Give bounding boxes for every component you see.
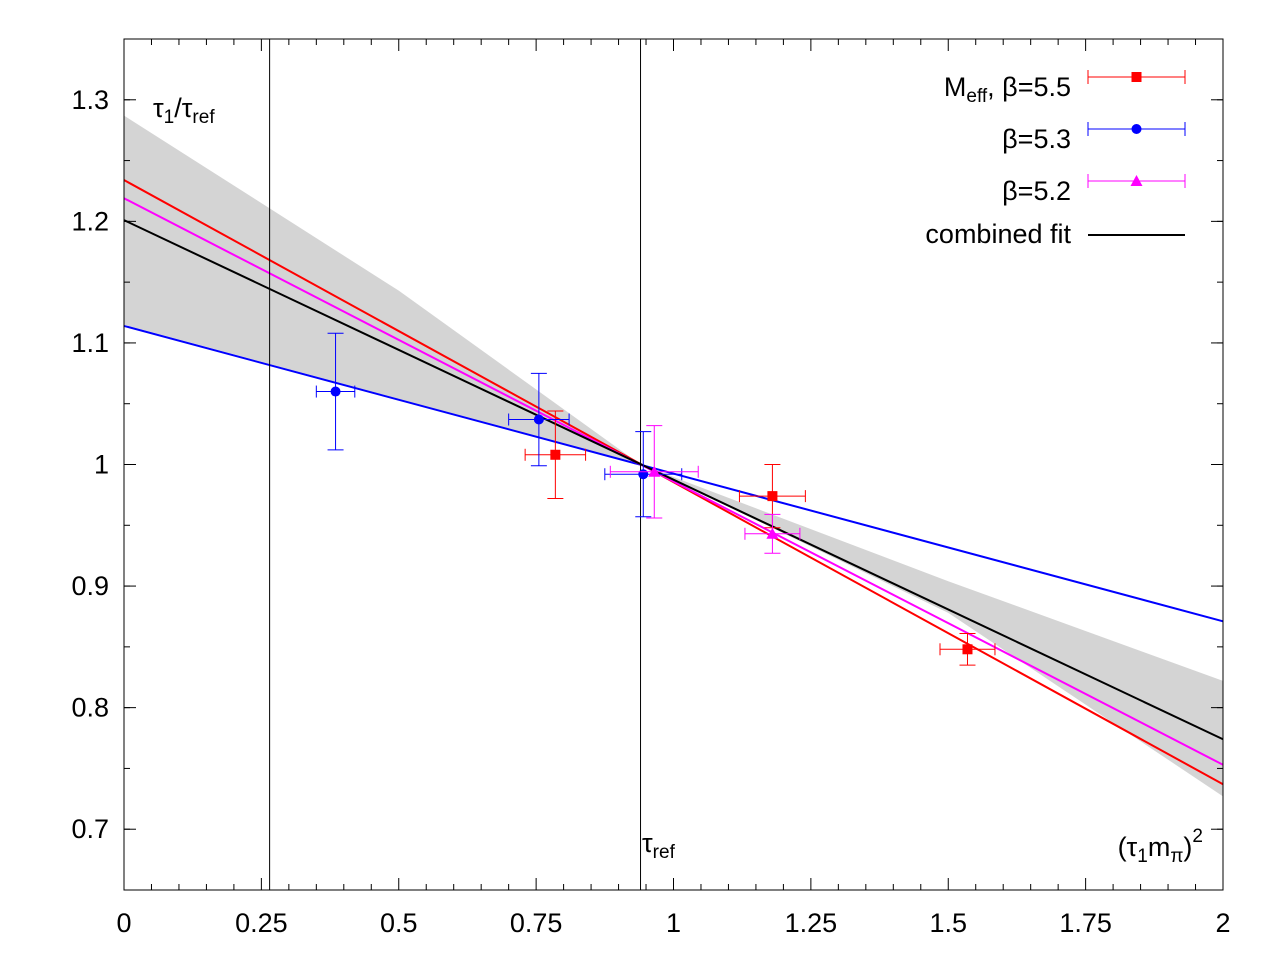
legend-label-combined-fit: combined fit (925, 219, 1071, 249)
point-marker (533, 414, 544, 425)
legend-sample-marker-1 (1131, 124, 1142, 134)
reference-lines-layer (269, 39, 642, 890)
y-tick-label: 1 (94, 450, 109, 480)
y-tick-label: 0.7 (71, 814, 109, 844)
legend-sample-marker-2 (1130, 175, 1143, 186)
point-marker (638, 469, 649, 480)
data-point-1-0 (315, 332, 356, 451)
y-tick-label: 0.9 (71, 571, 109, 601)
legend-samples (1087, 70, 1186, 236)
x-tick-label: 0.75 (510, 908, 563, 938)
y-tick-label: 1.3 (71, 85, 109, 115)
point-marker (550, 449, 561, 460)
legend-label-beta-5.5: Meff, β=5.5 (944, 72, 1071, 107)
x-tick-label: 1 (666, 908, 681, 938)
x-axis-label: (τ1mπ)2 (1118, 826, 1203, 867)
legend-label-beta-5.2: β=5.2 (1002, 176, 1071, 206)
y-axis-label: τ1/τref (153, 93, 215, 128)
legend-entry-beta-5.3: β=5.3 (1002, 124, 1071, 154)
data-point-2-0 (609, 425, 699, 519)
point-marker (962, 644, 973, 655)
x-tick-label: 1.5 (929, 908, 967, 938)
x-tick-label: 1.25 (785, 908, 838, 938)
legend-label-beta-5.3: β=5.3 (1002, 124, 1071, 154)
legend-entry-combined-fit: combined fit (925, 219, 1071, 249)
fit-line-1 (123, 324, 1224, 623)
fit-lines-layer (123, 179, 1224, 786)
y-tick-label: 0.8 (71, 693, 109, 723)
y-tick-label: 1.2 (71, 206, 109, 236)
fit-line-3 (123, 219, 1224, 741)
legend: Meff, β=5.5 β=5.3 β=5.2 combined fit (925, 70, 1186, 249)
y-tick-label: 1.1 (71, 328, 109, 358)
x-tick-label: 0.25 (235, 908, 288, 938)
data-point-0-0 (524, 410, 587, 500)
point-marker (648, 465, 661, 477)
data-point-2-1 (744, 513, 801, 554)
tau-ref-label: τref (642, 828, 676, 863)
data-point-1-1 (508, 372, 570, 467)
point-marker (767, 491, 778, 502)
data-point-0-2 (939, 632, 996, 666)
x-tick-label: 0 (116, 908, 131, 938)
fit-line-2 (123, 197, 1224, 766)
x-tick-label: 2 (1215, 908, 1230, 938)
legend-entry-beta-5.2: β=5.2 (1002, 176, 1071, 206)
point-marker (766, 527, 779, 539)
point-marker (330, 386, 341, 397)
data-points-layer (315, 332, 996, 666)
axis-ticks-layer: 0 0.25 0.5 0.75 1 1.25 1.5 1.75 2 0.7 0.8 0.9 1 1.1 1.… (71, 38, 1231, 938)
x-tick-label: 1.75 (1059, 908, 1112, 938)
legend-sample-marker-0 (1131, 72, 1142, 82)
x-tick-label: 0.5 (380, 908, 418, 938)
legend-entry-beta-5.5: Meff, β=5.5 (944, 72, 1071, 107)
